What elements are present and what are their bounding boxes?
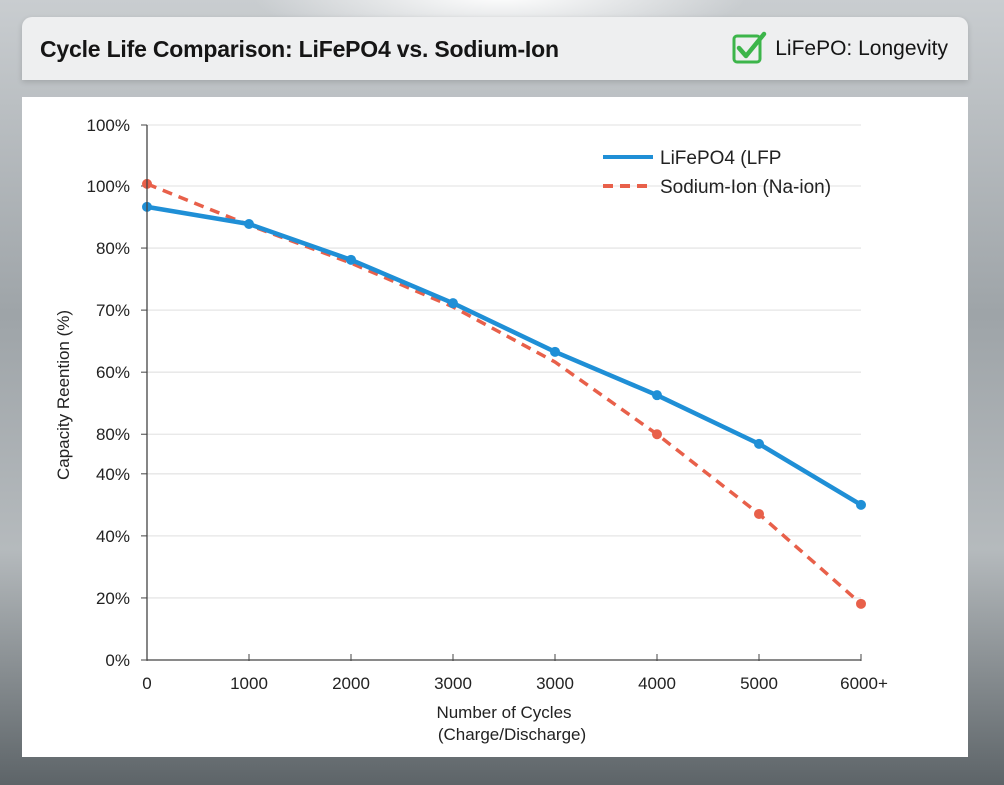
legend: LiFePO4 (LFP Sodium-Ion (Na-ion): [603, 148, 831, 198]
x-tick-label: 4000: [638, 674, 676, 693]
data-point: [652, 390, 662, 401]
data-point: [652, 429, 662, 440]
badge-text: LiFePO: Longevity: [775, 37, 948, 60]
y-tick-label: 60%: [96, 363, 130, 382]
x-tick-label: 6000+: [840, 674, 888, 693]
data-point: [856, 598, 866, 609]
chart-header: Cycle Life Comparison: LiFePO4 vs. Sodiu…: [22, 17, 968, 80]
y-tick-label: 40%: [96, 465, 130, 484]
x-axis-label-line1: Number of Cycles: [436, 703, 571, 722]
data-point: [754, 508, 764, 519]
y-tick-label: 70%: [96, 301, 130, 320]
x-tick-label: 3000: [434, 674, 472, 693]
x-axis-label-line2: (Charge/Discharge): [438, 725, 586, 744]
y-tick-label: 0%: [105, 651, 130, 670]
data-point: [244, 218, 254, 229]
legend-label-naion: Sodium-Ion (Na-ion): [660, 177, 831, 198]
y-tick-label: 100%: [87, 116, 130, 135]
x-tick-label: 3000: [536, 674, 574, 693]
x-tick-label: 0: [142, 674, 151, 693]
series-line-0: [146, 204, 863, 507]
y-tick-label: 100%: [87, 177, 130, 196]
data-point: [448, 298, 458, 309]
data-point: [856, 499, 866, 510]
chart-panel: [22, 97, 968, 757]
longevity-badge: LiFePO: Longevity: [731, 31, 948, 67]
x-tick-label: 1000: [230, 674, 268, 693]
data-point: [550, 346, 560, 357]
x-tick-label: 2000: [332, 674, 370, 693]
data-point: [346, 254, 356, 265]
check-box-icon: [732, 31, 767, 64]
data-point: [754, 438, 764, 449]
y-tick-label: 80%: [96, 425, 130, 444]
series-line-1: [146, 182, 863, 606]
chart-title: Cycle Life Comparison: LiFePO4 vs. Sodiu…: [40, 36, 559, 62]
y-tick-label: 40%: [96, 527, 130, 546]
y-tick-label: 80%: [96, 239, 130, 258]
x-tick-label: 5000: [740, 674, 778, 693]
legend-label-lfp: LiFePO4 (LFP: [660, 148, 781, 169]
y-tick-label: 20%: [96, 589, 130, 608]
y-axis-label: Capacity Reention (%): [54, 310, 73, 480]
